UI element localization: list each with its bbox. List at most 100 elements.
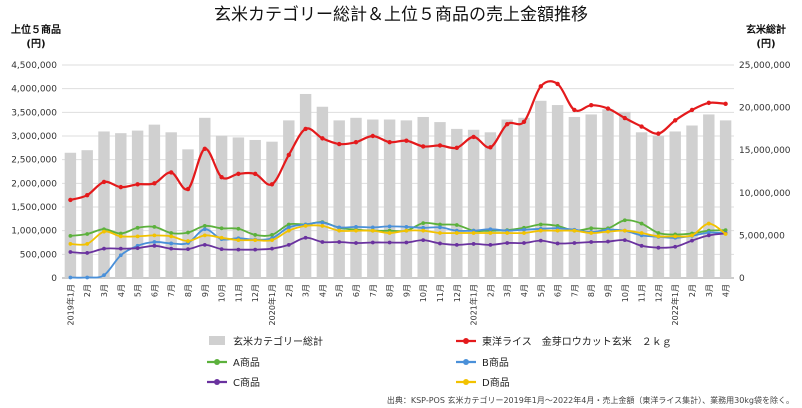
series-point-1 [303,126,308,132]
x-tick-label: 3月 [100,284,109,297]
series-point-2 [421,221,426,225]
series-point-1 [236,171,241,177]
series-point-5 [421,228,426,233]
series-point-2 [85,232,90,236]
left-tick-label: 4,000,000 [11,85,57,95]
x-tick-label: 11月 [638,284,647,302]
x-tick-label: 2月 [285,284,294,297]
series-point-4 [505,241,510,245]
series-point-4 [303,235,308,240]
series-point-5 [152,233,157,238]
legend-swatch-point [463,359,469,365]
series-point-3 [522,227,526,232]
series-point-1 [169,170,174,175]
series-point-1 [689,107,695,113]
series-point-3 [370,225,375,230]
x-tick-label: 9月 [402,284,411,297]
bar-total [165,132,177,278]
bar-total [199,117,211,278]
series-point-1 [471,134,476,140]
legend-label: A商品 [233,356,260,369]
series-point-4 [706,233,711,238]
x-tick-label: 8月 [184,284,193,297]
left-axis-title-line2: (円) [26,38,45,50]
x-tick-label: 4月 [520,284,529,297]
series-point-1 [589,103,594,108]
right-axis-title-line2: (円) [756,38,775,50]
series-point-3 [85,275,90,280]
series-point-2 [454,223,459,227]
series-point-1 [101,179,107,185]
series-point-4 [572,241,577,245]
series-point-4 [186,247,190,252]
series-point-3 [286,225,291,230]
series-point-2 [219,226,224,231]
legend: 玄米カテゴリー総計 東洋ライス 金芽ロウカット玄米 ２ｋｇ A商品 B商品 C商品 D商品 [207,335,672,389]
series-point-2 [169,231,174,235]
bar-total [316,106,329,278]
series-point-4 [152,243,157,248]
series-point-3 [337,225,342,230]
legend-label: 東洋ライス 金芽ロウカット玄米 ２ｋｇ [482,335,672,348]
series-point-3 [320,220,325,225]
series-point-1 [488,145,493,150]
series-point-4 [270,246,274,251]
series-point-4 [555,241,560,246]
bar-total [451,128,463,278]
series-point-1 [219,174,224,180]
series-point-4 [118,246,123,251]
right-tick-label: 20,000,000 [739,104,791,114]
bar-total [283,120,295,278]
series-point-2 [622,218,627,223]
x-tick-label: 2022年1月 [670,284,680,325]
x-tick-label: 4月 [117,284,126,297]
series-point-2 [135,225,140,230]
series-point-3 [706,230,711,235]
x-tick-label: 10月 [419,284,428,302]
series-point-2 [202,224,207,228]
series-point-1 [68,197,73,203]
series-point-5 [270,238,274,243]
bar-total [81,150,93,278]
left-tick-label: 0 [51,274,57,284]
series-point-4 [538,238,543,243]
bar-total [417,116,429,278]
left-tick-label: 2,500,000 [11,156,57,166]
series-point-1 [353,139,359,145]
series-point-5 [673,234,678,239]
series-point-5 [135,234,140,239]
x-tick-label: 6月 [554,284,563,297]
series-point-4 [454,242,459,247]
series-point-4 [286,242,291,247]
x-tick-label: 4月 [318,284,327,297]
legend-label: C商品 [233,376,260,389]
right-tick-label: 0 [739,274,745,284]
series-point-1 [538,84,543,89]
series-point-2 [186,230,190,235]
left-tick-label: 3,500,000 [11,108,57,118]
series-point-2 [589,226,594,231]
series-point-5 [572,228,577,233]
series-point-1 [437,143,443,148]
legend-swatch-point [463,338,469,344]
bar-total [719,120,732,278]
series-point-5 [102,229,106,234]
series-point-1 [605,106,611,111]
right-axis-ticks: 0 5,000,000 10,000,000 15,000,000 20,000,000… [739,61,791,284]
series-point-1 [269,182,275,187]
left-tick-label: 1,000,000 [11,227,57,237]
left-tick-label: 2,000,000 [11,179,57,189]
legend-label: B商品 [482,356,509,369]
series-point-4 [522,241,526,245]
series-point-5 [656,234,661,239]
series-point-5 [219,235,224,240]
series-point-4 [421,238,426,243]
legend-swatch-point [214,359,220,365]
bar-total [551,105,564,278]
chart-title: 玄米カテゴリー総計＆上位５商品の売上金額推移 [214,4,588,25]
series-point-4 [673,244,678,249]
legend-swatch-point [214,379,220,385]
series-point-2 [270,233,274,237]
bar-total [148,124,161,278]
